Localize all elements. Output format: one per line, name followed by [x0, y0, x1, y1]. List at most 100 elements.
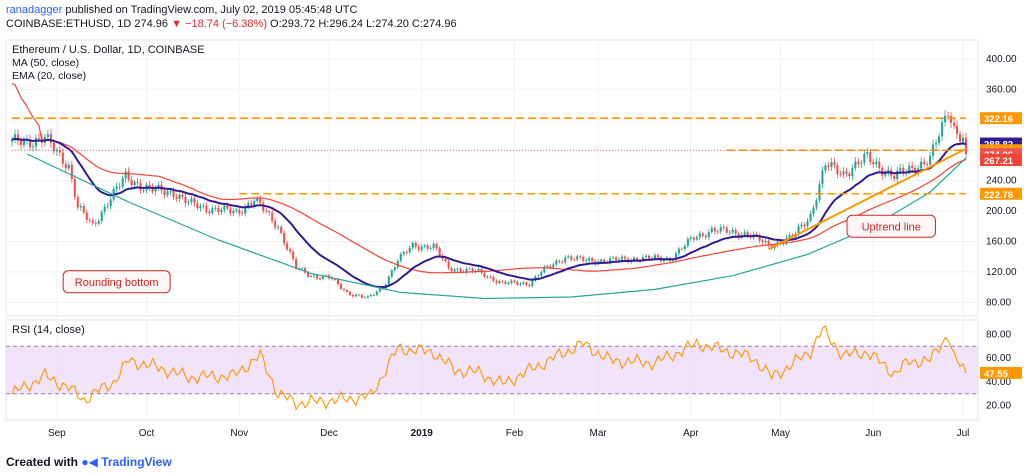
candle-body — [411, 242, 414, 248]
candle-body — [453, 269, 456, 272]
candle-body — [342, 288, 346, 291]
candle-body — [333, 279, 337, 280]
candle-body — [220, 209, 223, 213]
candle-body — [761, 240, 764, 243]
candle-body — [82, 205, 85, 213]
candle-body — [465, 268, 468, 273]
candle-body — [178, 194, 181, 199]
candle-body — [429, 248, 432, 249]
candle-body — [872, 162, 875, 165]
candle-body — [952, 122, 956, 126]
candle-body — [121, 178, 124, 187]
candle-body — [163, 190, 166, 195]
candle-body — [555, 260, 558, 265]
candle-body — [238, 209, 241, 214]
candle-body — [405, 251, 408, 253]
rsi-label-bg — [980, 366, 1022, 379]
candle-body — [106, 206, 109, 208]
candle-body — [964, 137, 968, 155]
candle-body — [88, 219, 91, 221]
candle-body — [292, 251, 295, 260]
candle-body — [842, 171, 845, 175]
candle-body — [187, 202, 190, 204]
candle-body — [94, 223, 97, 225]
annotation-label: Uptrend line — [862, 221, 921, 233]
candle-body — [854, 161, 857, 169]
candle-body — [301, 268, 304, 270]
candle-body — [390, 270, 393, 277]
tradingview-logo-icon: ●◀ — [81, 455, 98, 469]
candle-body — [399, 253, 402, 261]
candle-body — [797, 226, 800, 234]
candle-body — [722, 227, 725, 228]
candle-body — [414, 242, 417, 247]
candle-body — [647, 255, 651, 259]
symbol-info: COINBASE:ETHUSD, 1D — [6, 18, 132, 30]
candle-body — [728, 232, 731, 234]
candle-body — [321, 275, 325, 279]
candle-body — [196, 203, 199, 209]
candle-body — [118, 186, 121, 188]
author-link[interactable]: ranadagger — [6, 4, 63, 16]
annotation-box — [846, 214, 936, 238]
candle-body — [947, 115, 950, 117]
candle-body — [564, 257, 567, 263]
candle-body — [471, 268, 474, 272]
annotation-label: Rounding bottom — [75, 277, 159, 289]
candle-body — [351, 295, 354, 297]
candle-body — [603, 259, 606, 263]
candle-body — [818, 184, 821, 201]
candle-body — [73, 178, 76, 198]
candle-body — [641, 257, 645, 262]
candle-body — [884, 172, 887, 176]
candle-body — [235, 209, 238, 211]
tradingview-brand[interactable]: TradingView — [101, 455, 172, 469]
candle-body — [635, 257, 639, 261]
candle-body — [70, 164, 73, 179]
candle-body — [961, 137, 965, 142]
candle-body — [573, 259, 576, 261]
candle-body — [677, 248, 680, 254]
x-tick-label: Dec — [320, 428, 338, 439]
candle-body — [172, 190, 175, 198]
candle-body — [181, 194, 184, 197]
candle-body — [695, 237, 698, 240]
candle-body — [157, 184, 160, 189]
candle-body — [289, 249, 292, 252]
candle-body — [764, 240, 767, 243]
candle-body — [253, 200, 256, 206]
candle-body — [878, 161, 881, 168]
candle-body — [450, 268, 453, 272]
candle-body — [588, 258, 591, 261]
candle-body — [232, 210, 235, 214]
candle-body — [193, 198, 196, 204]
symbol-line: COINBASE:ETHUSD, 1D 274.96 ▼ −18.74 (−6.… — [6, 18, 457, 30]
x-tick-label: May — [771, 428, 790, 439]
candle-body — [746, 232, 749, 236]
candle-body — [127, 171, 130, 180]
candle-body — [836, 165, 839, 175]
candle-body — [109, 199, 112, 207]
candle-body — [408, 247, 411, 253]
price-label: 222.78 — [984, 190, 1013, 201]
rsi-band — [6, 346, 978, 394]
x-tick-label: Feb — [506, 428, 524, 439]
candle-body — [632, 257, 636, 261]
candle-body — [154, 188, 157, 192]
candle-body — [624, 256, 627, 259]
publish-line: ranadagger published on TradingView.com,… — [6, 4, 357, 16]
candle-body — [64, 163, 67, 169]
candle-body — [202, 205, 205, 207]
candle-body — [274, 221, 277, 228]
candle-body — [315, 275, 319, 279]
candle-body — [938, 136, 941, 144]
rsi-line — [11, 324, 967, 411]
candle-body — [800, 224, 803, 227]
x-tick-label: Mar — [590, 428, 608, 439]
candle-body — [567, 256, 570, 258]
candle-body — [205, 205, 208, 212]
candle-body — [313, 275, 316, 277]
candle-body — [549, 265, 552, 268]
candle-body — [908, 165, 911, 173]
